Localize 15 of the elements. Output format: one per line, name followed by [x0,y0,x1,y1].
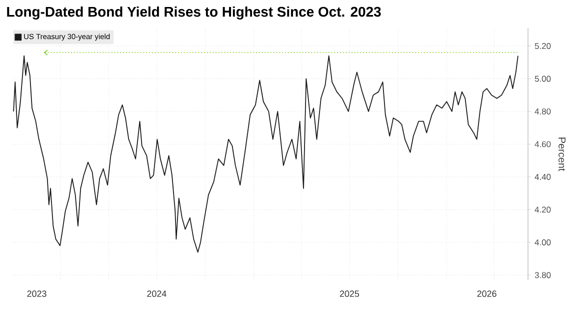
y-tick-label: 3.80 [534,272,551,278]
x-tick-label: 2025 [340,290,360,297]
y-tick-label: 4.00 [534,239,551,246]
y-tick-label: 4.60 [534,141,551,148]
x-tick-label: 2026 [477,290,496,297]
y-tick-label: 4.80 [534,108,551,114]
chart-title: Long-Dated Bond Yield Rises to Highest Since Oct. 2023 [7,6,381,20]
y-axis-title: Percent [558,138,566,172]
x-tick-label: 2023 [27,290,46,297]
line-series [13,55,518,253]
y-tick-label: 4.20 [534,206,551,213]
y-tick-label: 5.00 [534,76,551,82]
x-tick-label: 2024 [147,290,166,297]
y-tick-label: 5.20 [534,43,551,49]
y-tick-label: 4.40 [534,174,551,180]
